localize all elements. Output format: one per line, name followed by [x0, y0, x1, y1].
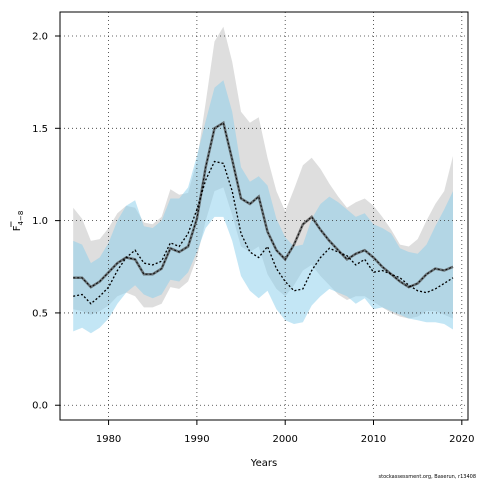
- x-tick-label: 2010: [361, 434, 386, 445]
- x-tick-label: 1980: [96, 434, 121, 445]
- svg-text:F4−8: F4−8: [12, 211, 25, 232]
- confidence-bands: [73, 26, 453, 334]
- confidence-band-2: [73, 80, 453, 334]
- y-axis-title-main: F: [12, 225, 23, 231]
- caption: stockassessment.org, Baserun, r13408: [379, 474, 477, 480]
- y-axis-title: F4−8: [10, 211, 25, 232]
- x-axis-title: Years: [250, 458, 277, 469]
- y-tick-label: 0.5: [32, 308, 48, 319]
- x-axis: 1980 1990 2000 2010 2020: [96, 420, 475, 445]
- series-line-2: [73, 160, 454, 305]
- plot-frame: [59, 11, 469, 421]
- series-lines: [73, 120, 454, 305]
- y-tick-label: 2.0: [32, 32, 48, 43]
- x-tick-label: 2020: [449, 434, 474, 445]
- y-axis-title-subscript: 4−8: [17, 211, 25, 226]
- y-tick-label: 1.0: [32, 216, 48, 227]
- y-axis: 0.0 0.5 1.0 1.5 2.0: [32, 32, 60, 412]
- x-tick-label: 1990: [184, 434, 209, 445]
- y-tick-label: 0.0: [32, 401, 48, 412]
- x-tick-label: 2000: [272, 434, 297, 445]
- y-tick-label: 1.5: [32, 124, 48, 135]
